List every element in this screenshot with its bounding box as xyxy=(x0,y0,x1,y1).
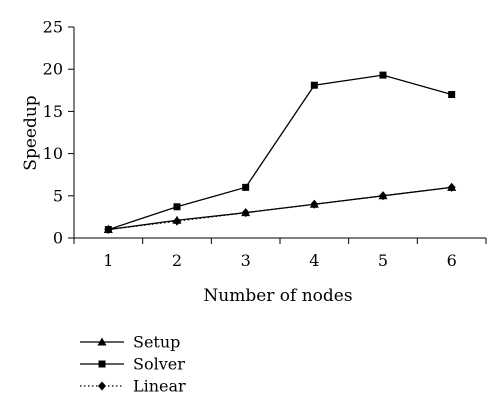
x-tick-label: 6 xyxy=(447,251,457,270)
legend: Setup Solver Linear xyxy=(80,333,186,396)
data-point-solver xyxy=(242,183,250,191)
data-point-setup xyxy=(241,208,251,217)
data-point-setup xyxy=(378,191,388,200)
data-point-setup xyxy=(309,199,319,208)
data-point-setup xyxy=(447,182,457,191)
data-point-solver xyxy=(173,203,181,211)
data-point-solver xyxy=(310,81,318,89)
legend-label-linear: Linear xyxy=(133,377,186,396)
x-tick-label: 2 xyxy=(172,251,182,270)
y-tick-label: 10 xyxy=(43,144,63,163)
series-line-setup xyxy=(108,186,452,231)
x-tick-label: 3 xyxy=(241,251,251,270)
data-point-solver xyxy=(448,91,456,99)
x-tick-label: 4 xyxy=(309,251,319,270)
legend-marker-solver xyxy=(98,360,106,368)
legend-label-setup: Setup xyxy=(133,333,180,352)
legend-item-setup: Setup xyxy=(80,333,180,352)
y-tick-label: 20 xyxy=(43,60,63,79)
legend-marker-linear xyxy=(98,381,106,391)
series-setup xyxy=(103,182,457,234)
y-tick-label: 5 xyxy=(53,186,63,205)
y-tick-label: 25 xyxy=(43,18,63,37)
legend-item-solver: Solver xyxy=(80,355,185,374)
x-tick-label: 5 xyxy=(378,251,388,270)
y-tick-label: 0 xyxy=(53,229,63,248)
data-point-solver xyxy=(379,71,387,79)
y-axis-label: Speedup xyxy=(21,95,41,170)
data-point-setup xyxy=(172,215,182,224)
series-solver xyxy=(104,71,456,234)
y-tick-label: 15 xyxy=(43,102,63,121)
x-tick-label: 1 xyxy=(103,251,113,270)
legend-label-solver: Solver xyxy=(133,355,185,374)
x-axis-label: Number of nodes xyxy=(203,286,352,306)
data-point-solver xyxy=(104,226,112,234)
axes: 0 5 10 15 20 25 1 2 3 4 5 6 xyxy=(43,18,487,270)
legend-item-linear: Linear xyxy=(80,377,186,396)
series-line-solver xyxy=(108,74,452,231)
series-layer xyxy=(103,71,457,235)
legend-marker-setup xyxy=(97,337,107,346)
